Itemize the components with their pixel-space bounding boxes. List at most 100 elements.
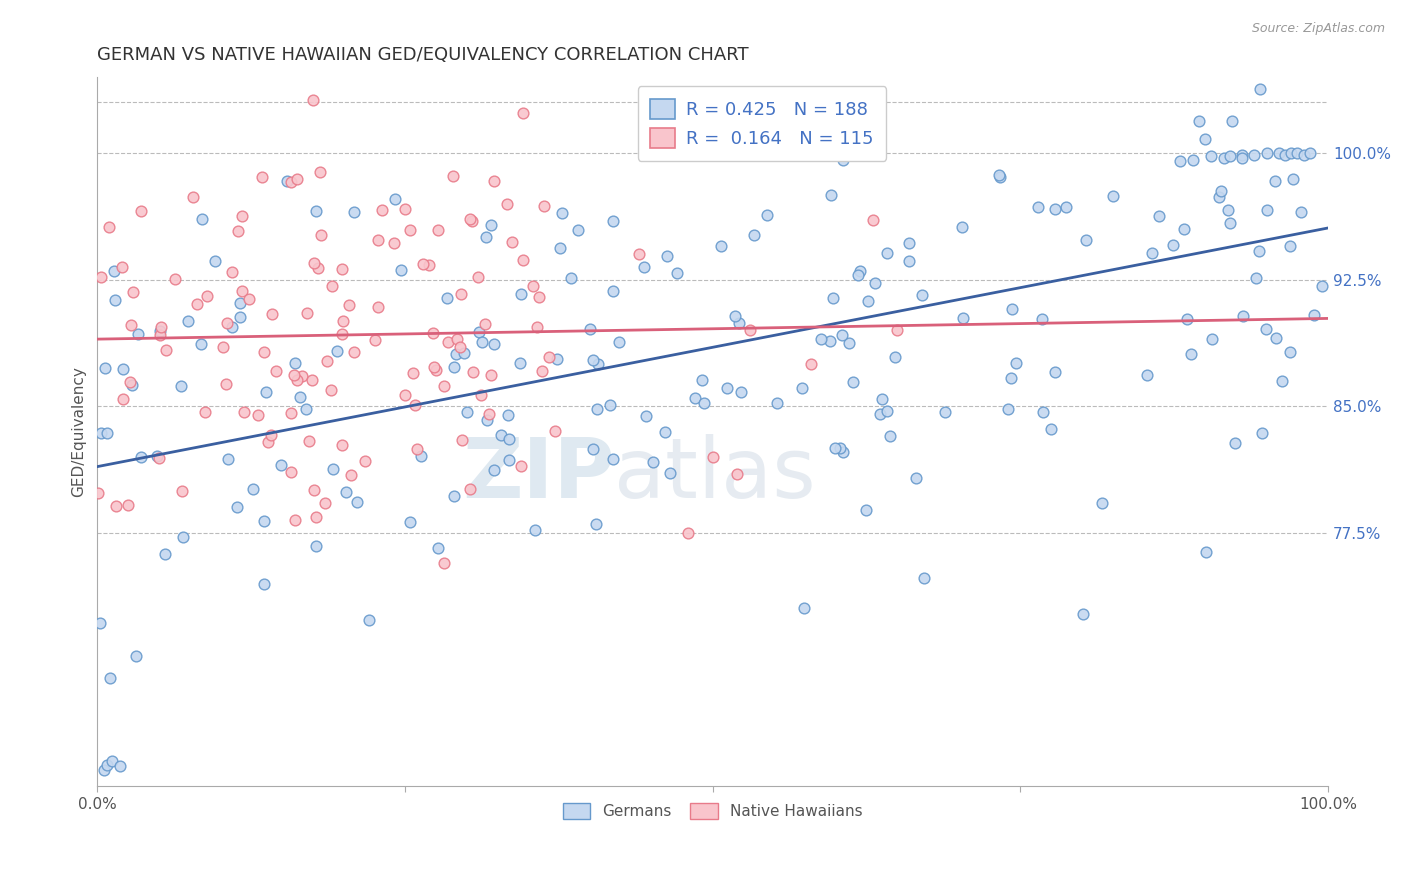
Point <box>1194 131 1216 145</box>
Point <box>693 396 716 410</box>
Point <box>441 169 464 183</box>
Point <box>526 320 548 334</box>
Point <box>883 350 905 364</box>
Point <box>683 391 706 405</box>
Point <box>1279 145 1302 160</box>
Point <box>793 600 815 615</box>
Point <box>433 379 456 393</box>
Point <box>1101 189 1123 203</box>
Point <box>1028 200 1050 214</box>
Point <box>1212 151 1234 165</box>
Point <box>710 238 733 252</box>
Point <box>1161 237 1184 252</box>
Point <box>280 466 302 480</box>
Point <box>120 318 142 332</box>
Point <box>897 253 920 268</box>
Point <box>533 199 555 213</box>
Point <box>264 364 287 378</box>
Point <box>544 424 567 438</box>
Point <box>112 392 135 406</box>
Point <box>848 268 870 282</box>
Point <box>523 524 546 538</box>
Point <box>818 334 841 348</box>
Point <box>1310 279 1333 293</box>
Point <box>359 613 381 627</box>
Point <box>1303 308 1326 322</box>
Point <box>280 175 302 189</box>
Point <box>285 373 308 387</box>
Point <box>841 376 863 390</box>
Point <box>579 322 602 336</box>
Point <box>676 135 699 149</box>
Point <box>1289 205 1312 219</box>
Point <box>215 316 238 330</box>
Point <box>149 328 172 343</box>
Point <box>987 168 1010 182</box>
Point <box>259 428 281 442</box>
Point <box>150 320 173 334</box>
Point <box>229 295 252 310</box>
Point <box>832 444 855 458</box>
Point <box>105 500 128 514</box>
Point <box>666 266 689 280</box>
Point <box>548 241 571 255</box>
Point <box>657 249 679 263</box>
Point <box>602 451 624 466</box>
Point <box>186 297 208 311</box>
Point <box>221 319 243 334</box>
Point <box>690 373 713 387</box>
Point <box>934 405 956 419</box>
Y-axis label: GED/Equivalency: GED/Equivalency <box>72 367 86 497</box>
Point <box>1218 217 1240 231</box>
Point <box>498 453 520 467</box>
Point <box>384 192 406 206</box>
Point <box>287 172 309 186</box>
Point <box>470 388 492 402</box>
Point <box>315 354 337 368</box>
Point <box>997 401 1019 416</box>
Point <box>952 310 974 325</box>
Point <box>582 353 605 368</box>
Point <box>456 404 478 418</box>
Point <box>1040 422 1063 436</box>
Point <box>404 398 426 412</box>
Point <box>98 219 121 234</box>
Point <box>212 341 235 355</box>
Point <box>602 284 624 298</box>
Point <box>529 290 551 304</box>
Point <box>479 219 502 233</box>
Point <box>253 345 276 359</box>
Text: GERMAN VS NATIVE HAWAIIAN GED/EQUIVALENCY CORRELATION CHART: GERMAN VS NATIVE HAWAIIAN GED/EQUIVALENC… <box>97 46 749 64</box>
Point <box>586 402 609 417</box>
Point <box>1091 496 1114 510</box>
Point <box>461 214 484 228</box>
Point <box>231 285 253 299</box>
Point <box>1031 312 1053 326</box>
Point <box>426 223 449 237</box>
Point <box>367 300 389 314</box>
Point <box>537 350 560 364</box>
Point <box>284 513 307 527</box>
Point <box>498 432 520 446</box>
Point <box>190 336 212 351</box>
Point <box>1251 426 1274 441</box>
Point <box>484 463 506 477</box>
Point <box>321 383 343 397</box>
Point <box>242 482 264 496</box>
Point <box>330 437 353 451</box>
Point <box>330 261 353 276</box>
Point <box>1286 145 1309 160</box>
Point <box>129 203 152 218</box>
Point <box>482 337 505 351</box>
Point <box>522 278 544 293</box>
Point <box>832 153 855 168</box>
Point <box>283 368 305 382</box>
Point <box>1264 174 1286 188</box>
Point <box>163 272 186 286</box>
Point <box>1256 145 1278 160</box>
Point <box>471 334 494 349</box>
Point <box>879 429 901 443</box>
Point <box>446 333 468 347</box>
Point <box>204 253 226 268</box>
Point <box>260 307 283 321</box>
